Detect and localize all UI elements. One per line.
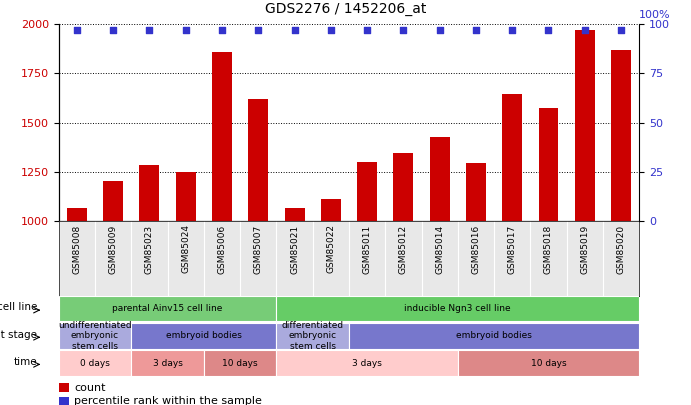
Bar — [611, 50, 631, 221]
Bar — [321, 199, 341, 221]
Text: inducible Ngn3 cell line: inducible Ngn3 cell line — [404, 304, 511, 313]
Bar — [59, 323, 131, 349]
Bar — [59, 397, 69, 405]
Point — [216, 27, 227, 34]
Bar — [502, 94, 522, 221]
Point — [325, 27, 337, 34]
Text: percentile rank within the sample: percentile rank within the sample — [75, 396, 263, 405]
Text: 10 days: 10 days — [223, 358, 258, 368]
Point — [434, 27, 445, 34]
Text: GSM85018: GSM85018 — [544, 224, 553, 274]
Bar — [204, 350, 276, 376]
Text: GSM85023: GSM85023 — [145, 224, 154, 274]
Bar — [140, 165, 160, 221]
Bar — [349, 323, 639, 349]
Text: GSM85019: GSM85019 — [580, 224, 589, 274]
Point — [71, 27, 82, 34]
Point — [144, 27, 155, 34]
Text: 3 days: 3 days — [153, 358, 182, 368]
Point — [180, 27, 191, 34]
Point — [289, 27, 300, 34]
Text: GSM85008: GSM85008 — [73, 224, 82, 274]
Bar — [59, 296, 276, 322]
Text: GSM85020: GSM85020 — [616, 224, 625, 274]
Text: undifferentiated
embryonic
stem cells: undifferentiated embryonic stem cells — [58, 321, 132, 351]
Bar — [59, 350, 131, 376]
Text: GSM85016: GSM85016 — [471, 224, 480, 274]
Bar — [538, 108, 558, 221]
Point — [253, 27, 264, 34]
Bar — [357, 162, 377, 221]
Text: GSM85007: GSM85007 — [254, 224, 263, 274]
Point — [507, 27, 518, 34]
Bar — [131, 350, 204, 376]
Text: GSM85006: GSM85006 — [218, 224, 227, 274]
Text: GSM85011: GSM85011 — [363, 224, 372, 274]
Text: differentiated
embryonic
stem cells: differentiated embryonic stem cells — [282, 321, 343, 351]
Text: cell line: cell line — [0, 303, 37, 313]
Text: GSM85017: GSM85017 — [508, 224, 517, 274]
Text: count: count — [75, 383, 106, 393]
Point — [543, 27, 554, 34]
Bar — [67, 208, 87, 221]
Bar — [285, 208, 305, 221]
Bar — [59, 383, 69, 392]
Text: 10 days: 10 days — [531, 358, 567, 368]
Text: 0 days: 0 days — [80, 358, 110, 368]
Text: embryoid bodies: embryoid bodies — [456, 331, 532, 341]
Point — [398, 27, 409, 34]
Bar — [276, 323, 349, 349]
Text: GSM85014: GSM85014 — [435, 224, 444, 274]
Bar — [393, 153, 413, 221]
Text: development stage: development stage — [0, 330, 37, 340]
Bar — [457, 350, 639, 376]
Bar — [103, 181, 123, 221]
Text: GSM85021: GSM85021 — [290, 224, 299, 274]
Text: time: time — [14, 357, 37, 367]
Text: 100%: 100% — [639, 11, 671, 20]
Text: parental Ainv15 cell line: parental Ainv15 cell line — [113, 304, 223, 313]
Bar — [276, 350, 457, 376]
Bar — [276, 296, 639, 322]
Bar — [176, 172, 196, 221]
Point — [616, 27, 627, 34]
Text: 3 days: 3 days — [352, 358, 382, 368]
Bar — [575, 30, 595, 221]
Bar — [131, 323, 276, 349]
Bar — [248, 99, 268, 221]
Text: GSM85012: GSM85012 — [399, 224, 408, 274]
Text: GSM85022: GSM85022 — [326, 224, 335, 273]
Point — [361, 27, 372, 34]
Text: GSM85024: GSM85024 — [181, 224, 190, 273]
Point — [471, 27, 482, 34]
Point — [108, 27, 119, 34]
Bar — [212, 52, 232, 221]
Text: GSM85009: GSM85009 — [108, 224, 117, 274]
Point — [579, 27, 590, 34]
Text: GDS2276 / 1452206_at: GDS2276 / 1452206_at — [265, 2, 426, 16]
Bar — [430, 137, 450, 221]
Bar — [466, 163, 486, 221]
Text: embryoid bodies: embryoid bodies — [166, 331, 242, 341]
